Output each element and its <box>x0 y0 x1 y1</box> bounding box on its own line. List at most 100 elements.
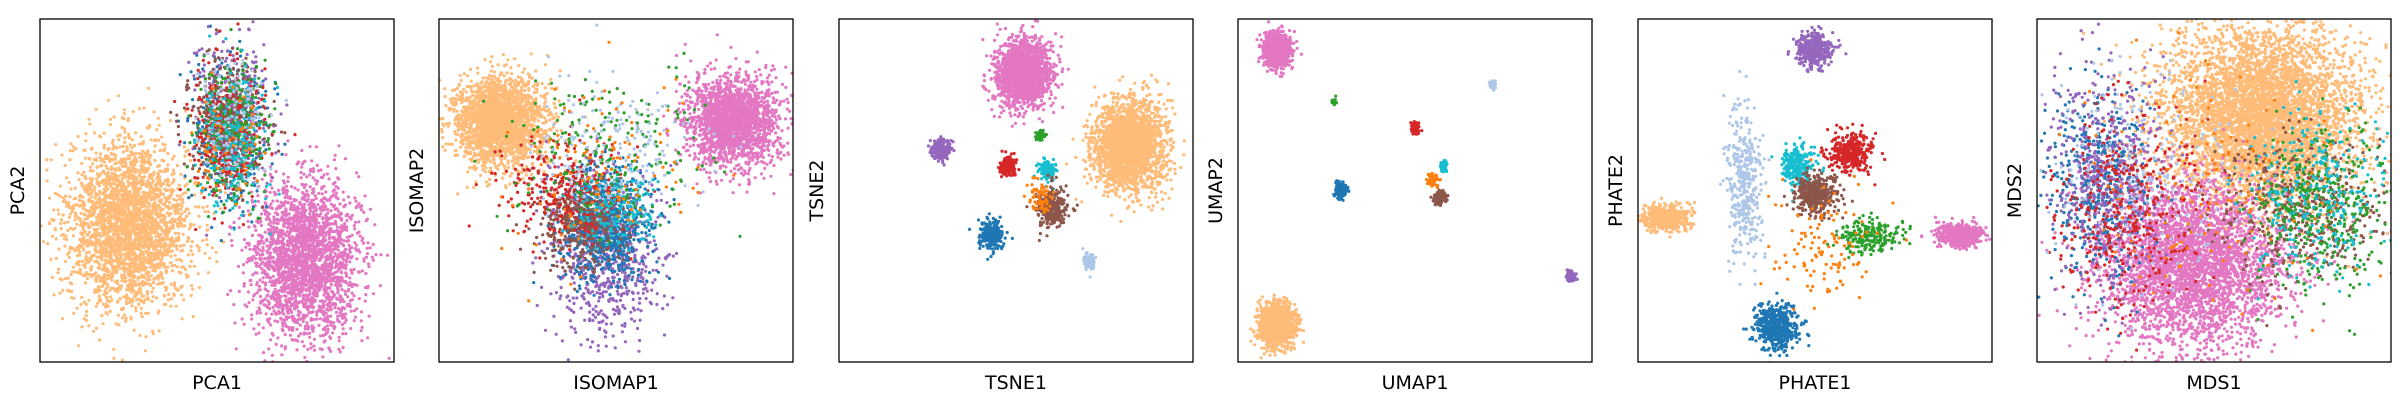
data-point <box>309 316 313 321</box>
data-point <box>309 342 313 346</box>
data-point <box>45 158 49 162</box>
data-point <box>344 258 348 262</box>
data-point <box>106 232 110 236</box>
data-point <box>149 274 153 278</box>
data-point <box>103 244 108 248</box>
data-point <box>52 293 56 297</box>
data-point <box>208 256 212 260</box>
data-point <box>184 191 188 195</box>
data-point <box>123 226 127 230</box>
data-point <box>312 187 316 191</box>
data-point <box>93 248 97 252</box>
data-point <box>116 217 120 221</box>
data-point <box>102 146 106 150</box>
data-point <box>308 212 312 216</box>
data-point <box>245 260 249 264</box>
data-point <box>67 180 71 185</box>
data-point <box>77 243 81 247</box>
data-point <box>357 270 361 274</box>
data-point <box>295 327 299 331</box>
data-point <box>387 356 391 360</box>
data-point <box>120 279 124 283</box>
data-point <box>143 298 147 302</box>
data-point <box>403 308 406 311</box>
data-point <box>175 265 179 269</box>
data-point <box>346 302 350 306</box>
data-point <box>67 205 71 209</box>
data-point <box>146 215 151 219</box>
data-point <box>205 237 209 241</box>
data-point <box>337 347 341 351</box>
data-point <box>68 215 72 219</box>
data-point <box>256 194 260 198</box>
data-point <box>103 160 107 164</box>
data-point <box>172 178 176 182</box>
data-point <box>105 172 109 177</box>
data-point <box>318 225 322 229</box>
data-point <box>134 293 138 297</box>
data-point <box>73 214 77 218</box>
data-point <box>169 282 173 286</box>
data-point <box>139 134 143 139</box>
data-point <box>325 255 329 259</box>
data-point <box>156 250 160 254</box>
data-point <box>328 216 332 220</box>
data-point <box>215 260 219 264</box>
data-point <box>84 177 88 181</box>
data-point <box>340 288 344 292</box>
data-point <box>280 310 284 314</box>
data-point <box>159 233 163 237</box>
data-point <box>134 176 138 180</box>
data-point <box>368 207 373 211</box>
data-point <box>309 283 313 287</box>
data-point <box>145 296 150 300</box>
data-point <box>66 276 70 280</box>
data-point <box>308 292 312 296</box>
data-point <box>270 294 275 298</box>
data-point <box>316 203 320 207</box>
data-point <box>290 185 294 189</box>
data-point <box>76 247 80 251</box>
data-point <box>337 339 341 343</box>
data-point <box>115 235 119 239</box>
data-point <box>286 139 290 143</box>
data-point <box>332 321 336 325</box>
data-point <box>385 253 390 257</box>
data-point <box>124 255 128 260</box>
data-point <box>105 208 109 212</box>
data-point <box>135 298 139 302</box>
data-point <box>250 317 254 321</box>
data-point <box>128 143 132 147</box>
data-point <box>205 204 209 208</box>
data-point <box>108 122 112 127</box>
data-point <box>342 198 346 202</box>
data-point <box>296 271 300 275</box>
data-point <box>118 226 122 230</box>
data-point <box>269 323 273 327</box>
data-point <box>128 189 132 194</box>
data-point <box>299 255 303 259</box>
data-point <box>237 205 241 209</box>
data-point <box>357 220 361 224</box>
data-point <box>183 154 187 158</box>
data-point <box>92 188 96 192</box>
data-point <box>333 153 337 157</box>
data-point <box>144 154 149 159</box>
data-point <box>139 183 143 187</box>
data-point <box>358 205 362 209</box>
data-point <box>143 238 147 243</box>
data-point <box>364 219 368 223</box>
data-point <box>176 225 181 229</box>
data-point <box>176 210 180 214</box>
data-point <box>291 326 295 330</box>
data-point <box>134 309 138 313</box>
data-point <box>154 234 158 239</box>
data-point <box>120 229 124 233</box>
data-point <box>80 259 85 264</box>
data-point <box>256 199 261 203</box>
data-point <box>271 255 275 260</box>
data-point <box>344 274 349 278</box>
data-point <box>246 209 250 213</box>
data-point <box>27 219 30 222</box>
data-point <box>108 192 112 196</box>
